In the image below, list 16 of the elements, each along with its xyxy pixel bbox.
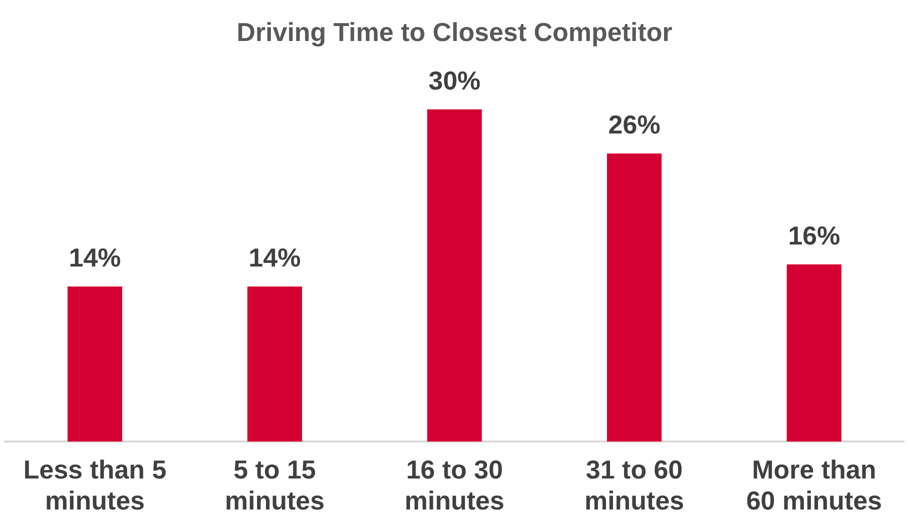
- x-tick-label: 16 to 30 minutes: [404, 454, 504, 516]
- data-label: 30%: [428, 65, 481, 96]
- x-tick-label: 5 to 15 minutes: [224, 454, 325, 516]
- bar: [786, 264, 842, 442]
- x-tick-label: 31 to 60 minutes: [584, 454, 684, 516]
- bar: [68, 286, 122, 442]
- data-label: 14%: [68, 242, 121, 273]
- data-label: 14%: [248, 242, 301, 273]
- chart-title: Driving Time to Closest Competitor: [236, 16, 672, 47]
- data-label: 16%: [788, 220, 840, 250]
- bar: [247, 286, 302, 442]
- bar: [606, 154, 662, 442]
- data-label: 26%: [608, 110, 660, 140]
- x-tick-label: More than 60 minutes: [746, 454, 882, 516]
- x-tick-label: Less than 5 minutes: [23, 454, 166, 516]
- bar: [427, 109, 482, 442]
